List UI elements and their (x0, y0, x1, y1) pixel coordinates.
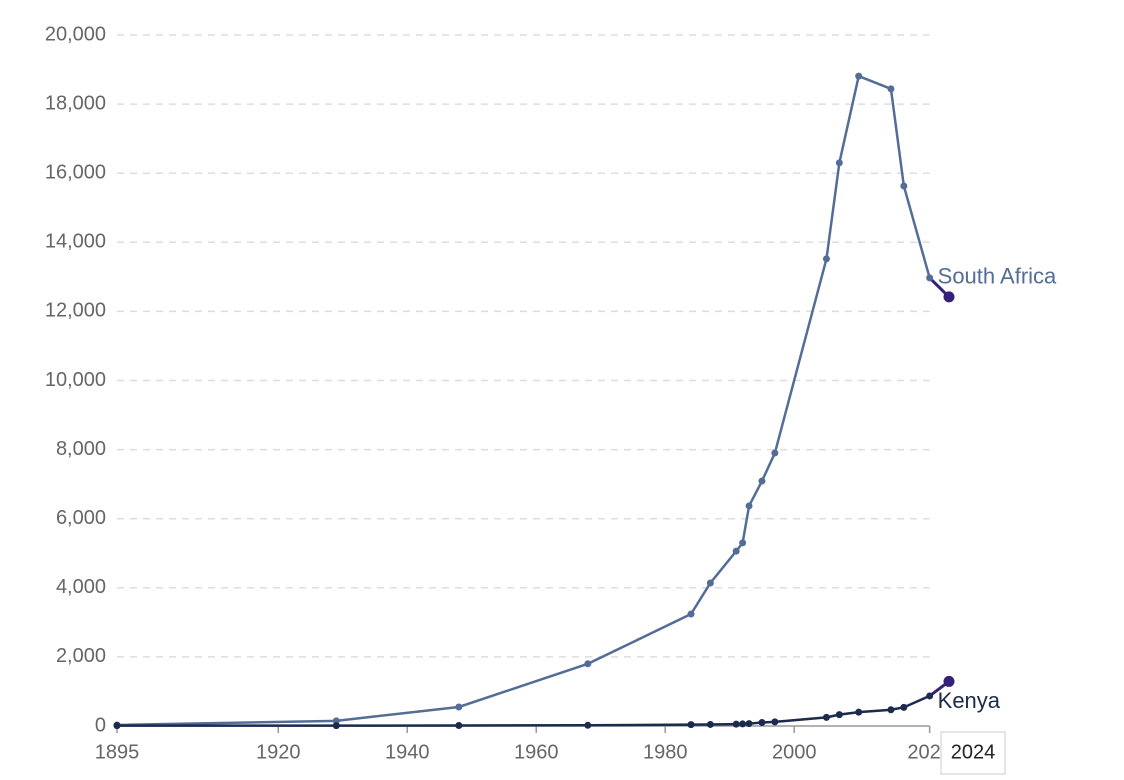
data-point (822, 713, 830, 721)
data-point (855, 708, 863, 716)
data-point (900, 182, 908, 190)
data-point (113, 722, 121, 730)
x-tick-label: 2000 (772, 741, 817, 763)
x-tick-label: 1980 (643, 741, 688, 763)
data-point (732, 720, 740, 728)
y-tick-label: 18,000 (45, 92, 106, 114)
data-point (745, 720, 753, 728)
data-point (455, 721, 463, 729)
y-tick-label: 10,000 (45, 369, 106, 391)
data-point (584, 660, 592, 668)
data-point (943, 291, 955, 303)
data-point (739, 720, 747, 728)
data-point (758, 477, 766, 485)
data-point (822, 255, 830, 263)
data-point (926, 274, 934, 282)
data-point (455, 703, 463, 711)
x-tick-label: 1960 (514, 741, 559, 763)
data-point (771, 449, 779, 457)
data-point (835, 159, 843, 167)
data-point (745, 502, 753, 510)
x-tick-label: 1920 (256, 741, 301, 763)
y-tick-label: 16,000 (45, 161, 106, 183)
y-tick-label: 2,000 (56, 645, 106, 667)
data-point (771, 718, 779, 726)
y-tick-label: 20,000 (45, 23, 106, 45)
data-point (900, 703, 908, 711)
data-point (835, 711, 843, 719)
series-line (116, 74, 950, 727)
data-point (706, 720, 714, 728)
y-tick-label: 0 (95, 714, 106, 736)
data-point (732, 547, 740, 555)
data-point (739, 539, 747, 547)
data-point (887, 706, 895, 714)
data-point (332, 722, 340, 730)
data-point (943, 675, 955, 687)
data-point (887, 85, 895, 93)
data-point (926, 692, 934, 700)
data-point (758, 719, 766, 727)
y-tick-label: 8,000 (56, 438, 106, 460)
data-point (584, 721, 592, 729)
data-point (855, 72, 863, 80)
data-point (332, 717, 340, 725)
series-label: South Africa (938, 264, 1057, 289)
x-tick-label: 1895 (95, 741, 140, 763)
x-tick-label: 2024 (951, 741, 996, 763)
x-tick-box (940, 731, 1006, 775)
y-tick-label: 14,000 (45, 231, 106, 253)
series-label: Kenya (938, 688, 1001, 713)
y-tick-label: 12,000 (45, 300, 106, 322)
y-tick-label: 4,000 (56, 576, 106, 598)
x-tick-label: 1940 (385, 741, 430, 763)
data-point (687, 610, 695, 618)
data-point (687, 721, 695, 729)
y-tick-label: 6,000 (56, 507, 106, 529)
data-point (706, 579, 714, 587)
